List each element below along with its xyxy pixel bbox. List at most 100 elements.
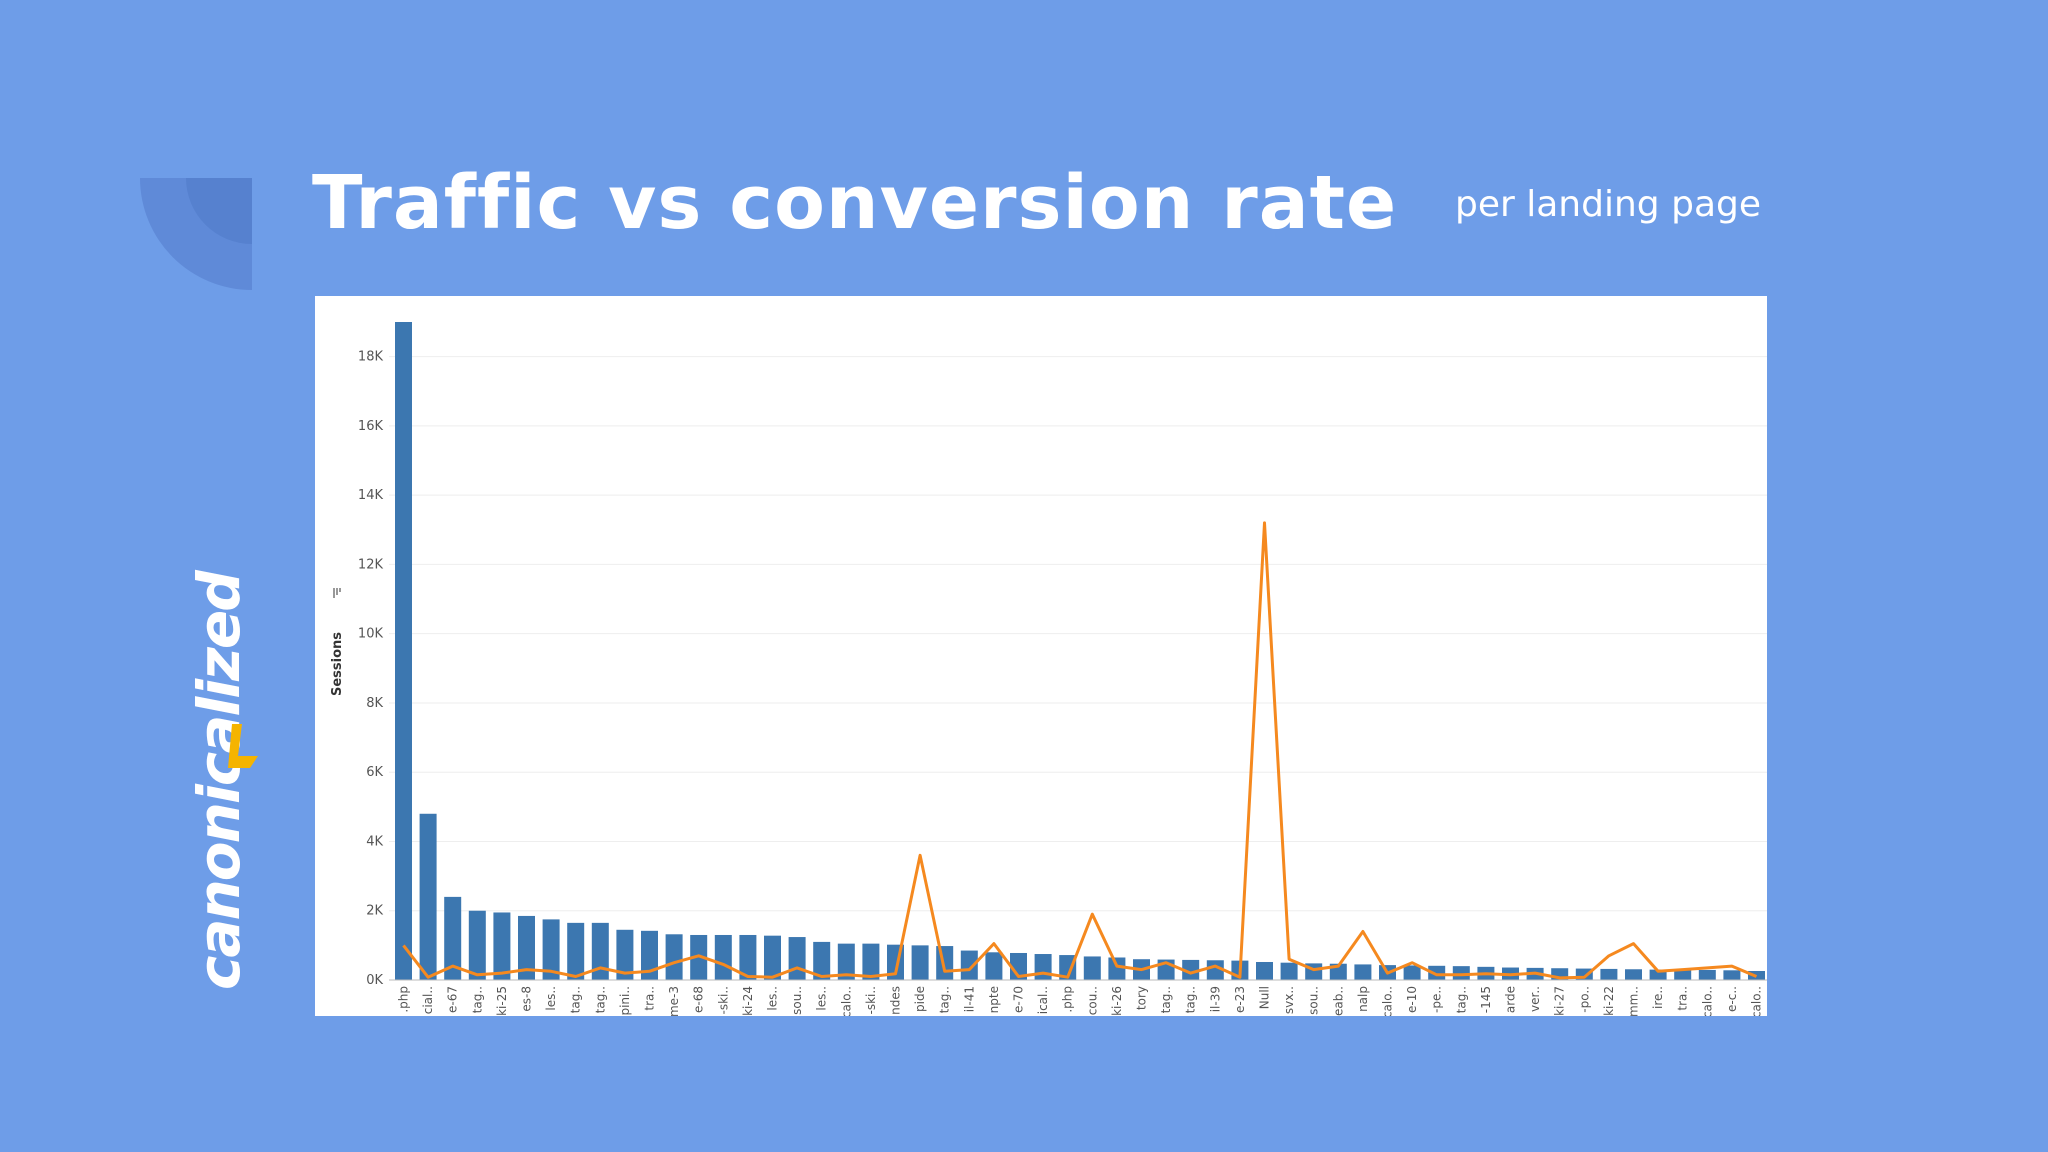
sessions-bar[interactable] (739, 934, 757, 980)
y-tick-label: 4K (366, 834, 383, 849)
x-tick-label: pini.. (618, 986, 632, 1016)
x-tick-label: mm.. (1627, 986, 1641, 1016)
sessions-bar[interactable] (1354, 964, 1372, 980)
sessions-bar[interactable] (1428, 965, 1446, 980)
x-tick-label: -ski.. (716, 986, 730, 1015)
y-tick-label: 6K (366, 765, 383, 780)
x-tick-label: e-70 (1012, 986, 1026, 1013)
sessions-bar[interactable] (1256, 961, 1273, 980)
x-tick-label: svx.. (1282, 986, 1296, 1014)
sessions-bar[interactable] (419, 813, 437, 980)
sessions-bar[interactable] (1280, 962, 1298, 980)
sessions-bar[interactable] (813, 941, 831, 980)
sort-icon (333, 588, 341, 598)
sessions-bar[interactable] (591, 922, 609, 980)
sessions-bar[interactable] (985, 952, 1003, 980)
sessions-bar[interactable] (1575, 968, 1593, 980)
sessions-bar[interactable] (616, 929, 634, 980)
x-tick-label: nalp (1356, 986, 1370, 1012)
sessions-bar[interactable] (444, 896, 462, 980)
x-tick-label: e-10 (1405, 986, 1419, 1013)
sessions-bar[interactable] (1698, 969, 1716, 980)
x-tick-label: .php (1061, 986, 1075, 1013)
brand-logo: canonicalized (185, 572, 253, 990)
x-tick-label: cou.. (1085, 986, 1099, 1015)
sessions-bar[interactable] (1625, 969, 1642, 980)
sessions-bar[interactable] (788, 937, 806, 980)
sessions-bar[interactable] (1551, 968, 1569, 980)
slide-subtitle: per landing page (1455, 184, 1761, 225)
x-tick-label: eab.. (1331, 986, 1345, 1016)
sessions-bar[interactable] (395, 322, 412, 980)
sessions-bar[interactable] (1206, 960, 1224, 980)
sessions-bar[interactable] (1600, 968, 1618, 980)
sessions-bar[interactable] (1723, 970, 1741, 980)
y-tick-label: 10K (358, 627, 384, 642)
sessions-bar[interactable] (542, 919, 560, 980)
x-tick-label: ki-24 (741, 986, 755, 1016)
chart-panel: 0K 2K 4K 6K 8K 10K 12K 14K 16K 18K .php cial.. e-67… (315, 296, 1767, 1016)
chart-y-axis: 0K 2K 4K 6K 8K 10K 12K 14K 16K 18K (358, 350, 1767, 988)
sessions-bar[interactable] (1034, 954, 1052, 980)
sessions-bar[interactable] (1452, 966, 1470, 980)
sessions-bar[interactable] (764, 935, 781, 980)
x-tick-label: ndes (889, 986, 903, 1015)
x-tick-label: tag.. (1159, 986, 1173, 1013)
y-tick-label: 12K (358, 557, 384, 572)
sessions-bar[interactable] (493, 912, 511, 980)
x-tick-label: ki-25 (495, 986, 509, 1016)
sessions-bar[interactable] (911, 945, 929, 980)
sessions-bar[interactable] (567, 922, 585, 980)
sessions-bar[interactable] (837, 943, 855, 980)
x-tick-label: les.. (544, 986, 558, 1011)
sessions-bar[interactable] (960, 950, 978, 980)
x-tick-label: ire.. (1651, 986, 1665, 1009)
x-tick-label: -po.. (1577, 986, 1591, 1013)
sessions-bar[interactable] (1108, 957, 1126, 980)
x-tick-label: Null (1258, 986, 1272, 1009)
x-tick-label: tory (1135, 986, 1149, 1010)
sessions-bar[interactable] (862, 943, 880, 980)
x-tick-label: tag.. (470, 986, 484, 1013)
y-tick-label: 14K (358, 488, 384, 503)
sessions-bar[interactable] (1182, 959, 1200, 980)
x-tick-label: -145 (1479, 986, 1493, 1013)
sessions-bar[interactable] (1403, 965, 1421, 980)
x-tick-label: calo.. (839, 986, 853, 1016)
chart-bars (395, 322, 1765, 980)
x-tick-label: -pe.. (1430, 986, 1444, 1013)
x-tick-label: ki-26 (1110, 986, 1124, 1016)
sessions-bar[interactable] (1083, 956, 1101, 980)
x-tick-label: e-67 (446, 986, 460, 1013)
x-tick-label: calo.. (1700, 986, 1714, 1016)
x-tick-label: arde (1504, 986, 1518, 1013)
sessions-bar[interactable] (1059, 955, 1077, 980)
conversion-rate-line[interactable] (402, 521, 1758, 980)
x-tick-label: tag.. (1454, 986, 1468, 1013)
sessions-bar[interactable] (468, 910, 486, 980)
sessions-bar[interactable] (1649, 969, 1667, 980)
sessions-bar[interactable] (518, 915, 535, 980)
sessions-bar[interactable] (690, 934, 708, 980)
x-tick-label: il-41 (962, 986, 976, 1012)
x-tick-label: il-39 (1208, 986, 1222, 1012)
sessions-bar[interactable] (714, 934, 732, 980)
x-tick-label: npte (987, 986, 1001, 1013)
x-tick-label: ver.. (1528, 986, 1542, 1012)
x-tick-label: -ski.. (864, 986, 878, 1015)
sessions-bar[interactable] (641, 930, 658, 980)
corner-decoration (140, 178, 252, 290)
x-tick-label: cial.. (421, 986, 435, 1014)
x-tick-label: tra.. (643, 986, 657, 1011)
x-tick-label: tag.. (593, 986, 607, 1013)
x-tick-label: tag.. (1184, 986, 1198, 1013)
chart-line (402, 521, 1758, 980)
y-tick-label: 16K (358, 419, 384, 434)
sessions-bar[interactable] (665, 934, 683, 980)
x-tick-label: e-68 (692, 986, 706, 1013)
x-tick-label: tag.. (569, 986, 583, 1013)
sessions-bar[interactable] (1674, 969, 1692, 980)
x-tick-label: calo.. (1381, 986, 1395, 1016)
sessions-bar[interactable] (936, 946, 954, 980)
x-tick-label: ki-27 (1553, 986, 1567, 1016)
